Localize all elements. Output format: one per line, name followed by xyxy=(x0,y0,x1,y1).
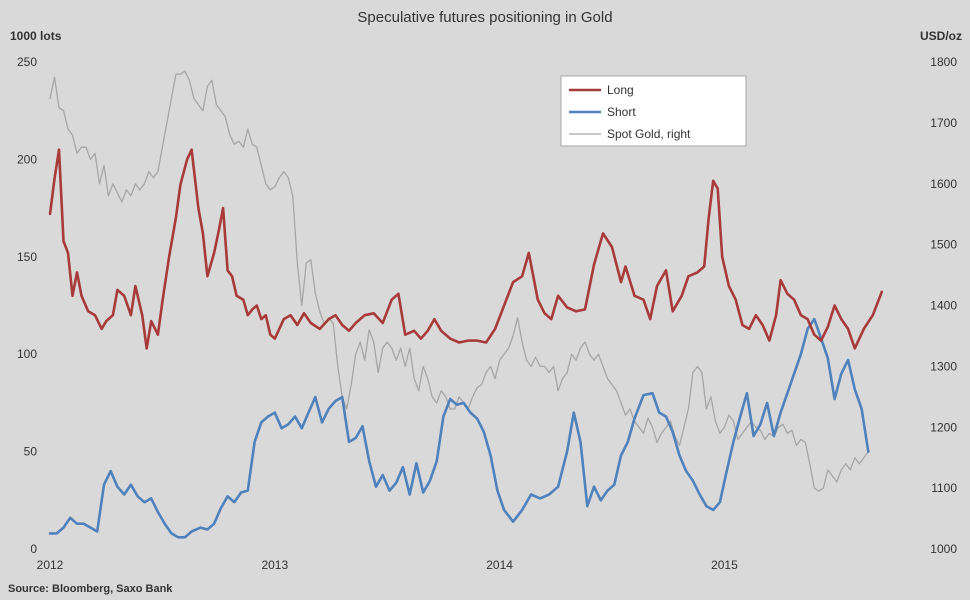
legend: Long Short Spot Gold, right xyxy=(560,75,747,147)
legend-label: Short xyxy=(607,105,636,119)
source-note: Source: Bloomberg, Saxo Bank xyxy=(8,583,173,595)
series-line-spot-gold-right xyxy=(49,70,869,492)
x-tick-label: 2013 xyxy=(261,558,288,572)
chart-title: Speculative futures positioning in Gold xyxy=(357,9,612,26)
left-tick-label: 100 xyxy=(17,347,37,361)
legend-label: Spot Gold, right xyxy=(607,127,691,141)
right-tick-label: 1300 xyxy=(930,359,957,373)
right-tick-label: 1200 xyxy=(930,420,957,434)
series-layer xyxy=(48,70,884,539)
x-tick-label: 2015 xyxy=(711,558,738,572)
right-tick-label: 1100 xyxy=(931,481,957,495)
series-line-long xyxy=(48,148,884,350)
right-axis-ticks: 1000 1100 1200 1300 1400 1500 1600 1700 1800 xyxy=(930,55,957,556)
right-tick-label: 1800 xyxy=(930,55,957,69)
right-tick-label: 1000 xyxy=(930,542,957,556)
right-tick-label: 1400 xyxy=(930,299,957,313)
right-tick-label: 1700 xyxy=(930,116,957,130)
left-tick-label: 200 xyxy=(17,152,37,166)
left-axis-unit: 1000 lots xyxy=(10,29,62,43)
right-tick-label: 1600 xyxy=(930,177,957,191)
left-tick-label: 50 xyxy=(24,445,38,459)
x-tick-label: 2012 xyxy=(37,558,64,572)
left-tick-label: 250 xyxy=(17,55,37,69)
left-tick-label: 0 xyxy=(30,542,37,556)
left-axis-ticks: 0 50 100 150 200 250 xyxy=(17,55,37,556)
right-tick-label: 1500 xyxy=(930,238,957,252)
legend-label: Long xyxy=(607,83,634,97)
x-axis-ticks: 2012 2013 2014 2015 xyxy=(37,558,738,572)
x-tick-label: 2014 xyxy=(486,558,513,572)
right-axis-unit: USD/oz xyxy=(920,29,962,43)
left-tick-label: 150 xyxy=(17,250,37,264)
series-line-short xyxy=(48,317,870,539)
